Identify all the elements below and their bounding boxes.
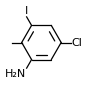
- Text: I: I: [25, 6, 28, 16]
- Text: Cl: Cl: [71, 37, 82, 48]
- Text: H₂N: H₂N: [5, 69, 26, 79]
